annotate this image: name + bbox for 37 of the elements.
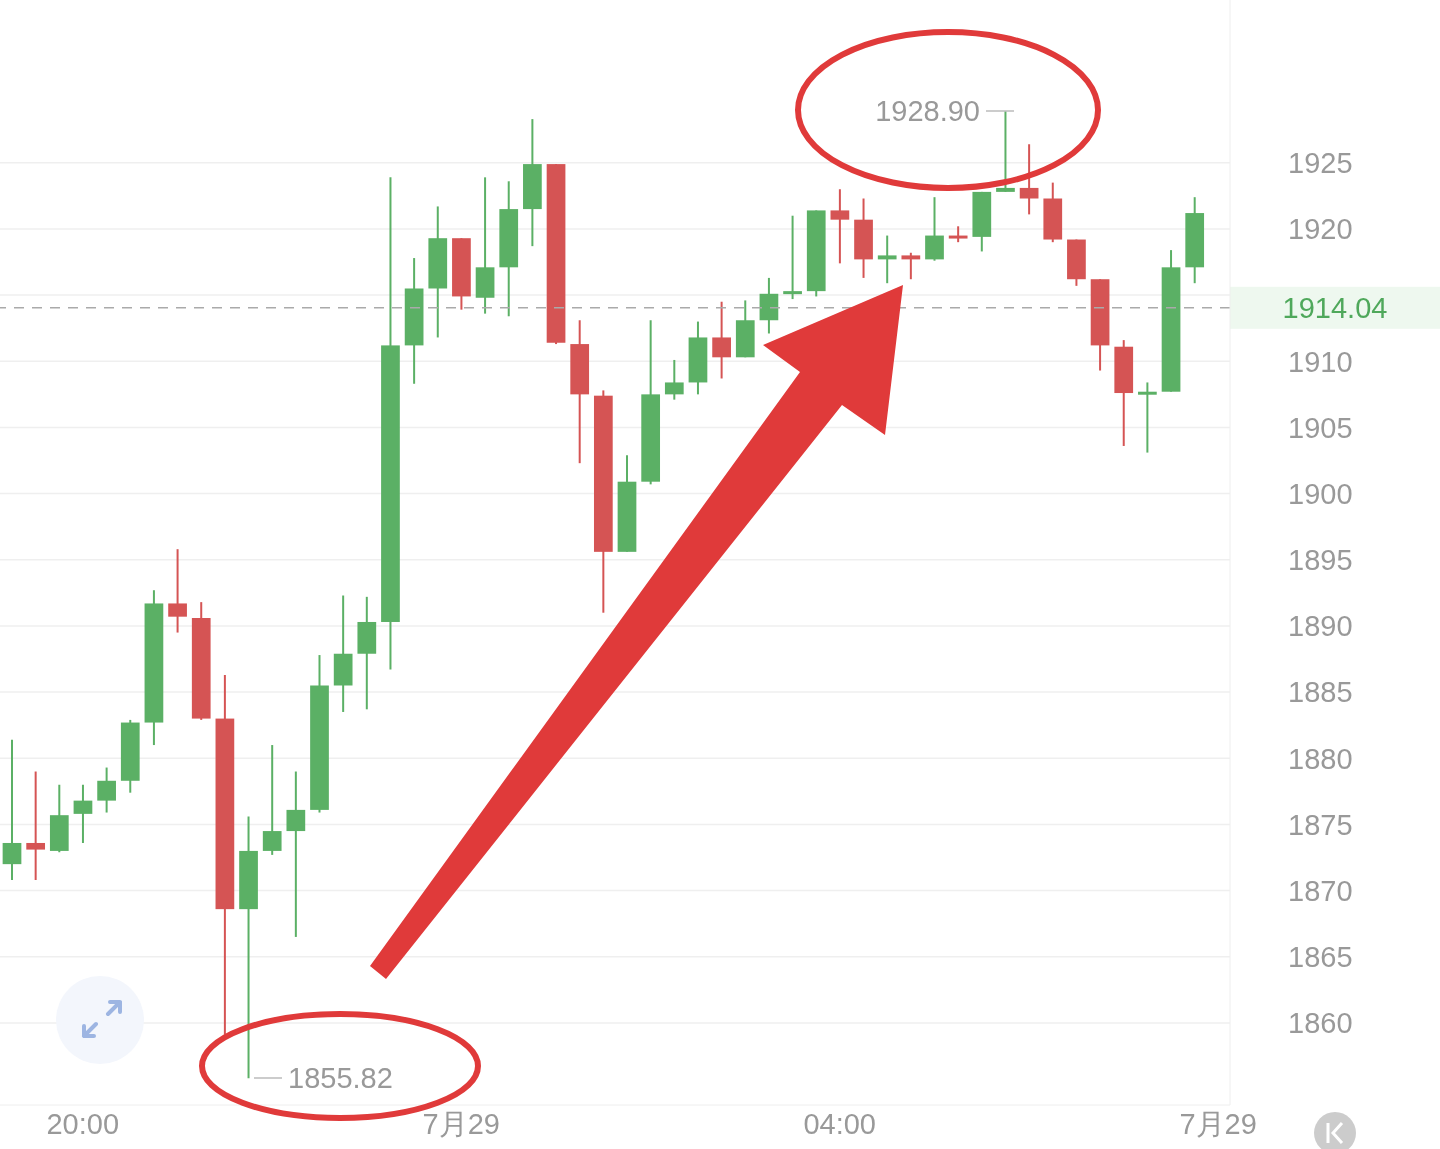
x-tick-label: 7月29 — [1179, 1107, 1257, 1140]
x-tick-label: 04:00 — [803, 1107, 876, 1140]
y-tick-label: 1905 — [1288, 411, 1353, 444]
candlestick — [712, 300, 731, 380]
y-tick-label: 1865 — [1288, 941, 1353, 974]
candlestick — [73, 783, 93, 844]
candlestick — [901, 251, 921, 281]
candlestick — [783, 214, 802, 301]
y-tick-label: 1860 — [1288, 1007, 1353, 1040]
y-tick-label: 1885 — [1288, 676, 1353, 709]
candlestick — [1019, 143, 1039, 216]
y-tick-label: 1875 — [1288, 808, 1353, 841]
candlestick — [1138, 381, 1157, 454]
y-tick-label: 1870 — [1288, 874, 1353, 907]
y-tick-label: 1890 — [1288, 610, 1353, 643]
annotation: 1928.90 — [875, 95, 980, 127]
x-tick-label: 20:00 — [46, 1107, 120, 1140]
candlestick — [877, 234, 897, 285]
candlestick — [262, 744, 282, 856]
candlestick — [26, 770, 46, 882]
candlestick — [664, 358, 684, 401]
y-tick-label: 1880 — [1288, 742, 1353, 775]
candlestick — [168, 548, 187, 634]
y-tick-label: 1895 — [1288, 544, 1353, 577]
candlestick — [97, 766, 116, 814]
y-tick-label: 1900 — [1288, 477, 1353, 510]
y-tick-label: 1910 — [1288, 345, 1353, 378]
candlestick — [830, 188, 850, 265]
annotation: 1855.82 — [288, 1062, 393, 1094]
y-tick-label: 1925 — [1288, 147, 1353, 180]
ref-line-label: 1914.04 — [1282, 291, 1388, 324]
candlestick — [286, 770, 306, 938]
x-tick-label: 7月29 — [422, 1107, 500, 1140]
candlestick — [996, 110, 1015, 193]
candlestick — [925, 196, 944, 262]
candlestick — [2, 738, 22, 882]
y-tick-label: 1920 — [1288, 213, 1353, 246]
